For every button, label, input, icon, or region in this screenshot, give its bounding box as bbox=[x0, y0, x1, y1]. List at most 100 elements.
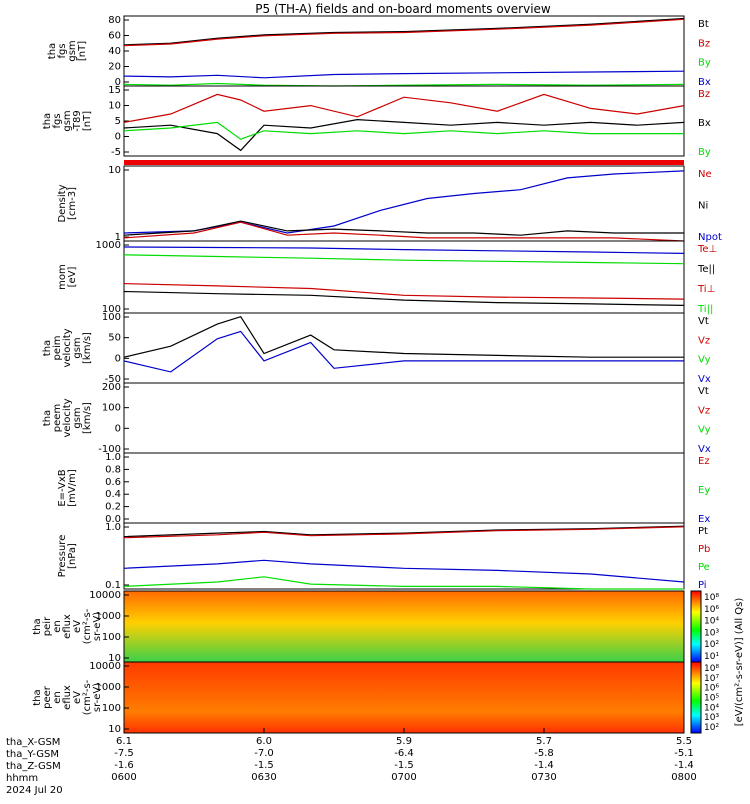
ylabel-part: -T89 bbox=[72, 110, 83, 132]
colorbar-tick: 10⁶ bbox=[704, 605, 719, 615]
legend-Pb: Pb bbox=[698, 544, 710, 555]
series-By bbox=[123, 70, 685, 79]
zgsm-value: -1.5 bbox=[254, 760, 274, 771]
colorbar-tick: 10⁸ bbox=[704, 593, 719, 603]
xgsm-value: 6.1 bbox=[116, 736, 132, 747]
footer-row-z-label: tha_Z-GSM bbox=[6, 761, 61, 772]
colorbar-1 bbox=[690, 661, 702, 734]
ylabel-part: tha bbox=[42, 113, 53, 129]
legend-Vz: Vz bbox=[698, 405, 710, 416]
series-Ti|| bbox=[123, 254, 685, 265]
series-Bx bbox=[123, 118, 685, 152]
xgsm-value: 5.7 bbox=[536, 736, 552, 747]
time-value: 0730 bbox=[531, 772, 556, 783]
legend-Bt: Bt bbox=[698, 19, 709, 30]
ytick-label: 10 bbox=[108, 101, 121, 112]
colorbar-tick: 10⁶ bbox=[704, 684, 719, 694]
ylabel-part: [nT] bbox=[82, 111, 93, 131]
ylabel-part: sr-eV) bbox=[92, 612, 103, 641]
ytick-label: 200 bbox=[102, 382, 121, 393]
legend-Bz: Bz bbox=[698, 38, 710, 49]
xgsm-value: 5.9 bbox=[396, 736, 412, 747]
ylabel-part: (cm²-s- bbox=[82, 608, 93, 644]
ytick-label: 1000 bbox=[96, 611, 121, 622]
legend-Vy: Vy bbox=[698, 355, 711, 366]
ytick-label: 0.4 bbox=[105, 489, 121, 500]
ygsm-value: -7.5 bbox=[114, 748, 134, 759]
ytick-label: 0 bbox=[115, 132, 121, 143]
legend-Vz: Vz bbox=[698, 335, 710, 346]
panel-frame-4 bbox=[123, 312, 685, 384]
ylabel-part: gsm bbox=[72, 407, 83, 428]
ylabel-part: tha bbox=[32, 689, 43, 705]
ytick-label: 0 bbox=[115, 77, 121, 88]
ylabel-part: peem bbox=[52, 404, 63, 432]
legend-Ey: Ey bbox=[698, 485, 710, 496]
legend-By: By bbox=[698, 58, 711, 69]
panel-frame-1 bbox=[123, 85, 685, 157]
ytick-label: 100 bbox=[102, 312, 121, 323]
ytick-label: 0.0 bbox=[105, 514, 121, 525]
colorbar-label: [eV/(cm²-s-sr-eV)] (All Qs) bbox=[734, 598, 745, 727]
ephemeris-labels: tha_X-GSM tha_Y-GSM tha_Z-GSM hhmm 2024 … bbox=[6, 737, 126, 797]
ylabel-part: eV bbox=[72, 620, 83, 633]
footer-row-x-label: tha_X-GSM bbox=[6, 737, 61, 748]
ytick-label: 0.8 bbox=[105, 464, 121, 475]
series-By bbox=[123, 121, 684, 140]
ytick-label: -100 bbox=[98, 444, 121, 455]
ylabel-part: eV bbox=[72, 691, 83, 704]
legend-Pe: Pe bbox=[698, 562, 710, 573]
ytick-label: 1000 bbox=[96, 240, 121, 251]
ytick-label: 0.2 bbox=[105, 502, 121, 513]
ygsm-value: -6.4 bbox=[394, 748, 414, 759]
legend-Pt: Pt bbox=[698, 526, 708, 537]
colorbar-tick: 10² bbox=[704, 640, 719, 650]
series-Pt bbox=[123, 525, 685, 538]
ylabel-part: velocity bbox=[62, 328, 73, 367]
ylabel-part: eflux bbox=[62, 685, 73, 710]
ylabel-part: [km/s] bbox=[82, 332, 93, 364]
series-Pb bbox=[123, 526, 685, 539]
legend-Ez: Ez bbox=[698, 456, 710, 467]
legend-By: By bbox=[698, 147, 711, 158]
legend-Pi: Pi bbox=[698, 580, 707, 591]
xgsm-value: 6.0 bbox=[256, 736, 272, 747]
ylabel-part: peir bbox=[42, 616, 53, 636]
series-Pe bbox=[123, 576, 684, 590]
colorbar-tick: 10⁵ bbox=[704, 694, 719, 704]
ytick-label: 50 bbox=[108, 333, 121, 344]
ytick-label: 10 bbox=[108, 165, 121, 176]
ylabel-part: en bbox=[52, 620, 63, 633]
series-Te|| bbox=[123, 290, 685, 306]
ytick-label: 0 bbox=[115, 423, 121, 434]
ytick-label: 0.1 bbox=[105, 580, 121, 591]
ytick-label: 5 bbox=[115, 116, 121, 127]
series-Ti⊥ bbox=[123, 283, 685, 300]
ylabel-part: tha bbox=[32, 618, 43, 634]
panel-frame-7 bbox=[123, 522, 685, 590]
time-value: 0630 bbox=[251, 772, 276, 783]
legend-Ti⊥: Ti⊥ bbox=[697, 284, 715, 295]
ylabel-part: tha bbox=[47, 43, 58, 59]
footer-row-y-label: tha_Y-GSM bbox=[6, 749, 60, 760]
ytick-label: 10000 bbox=[89, 590, 121, 601]
ylabel-part: [nT] bbox=[77, 41, 88, 61]
ylabel-part: fgs bbox=[52, 113, 63, 128]
colorbar-tick: 10⁸ bbox=[704, 664, 719, 674]
colorbar-tick: 10³ bbox=[704, 713, 719, 723]
legend-Vt: Vt bbox=[698, 316, 709, 327]
zgsm-value: -1.5 bbox=[394, 760, 414, 771]
ylabel-part: tha bbox=[42, 410, 53, 426]
ylabel-part: [nPa] bbox=[67, 543, 78, 569]
ylabel-part: peer bbox=[42, 685, 53, 709]
ytick-label: -50 bbox=[105, 374, 121, 385]
ylabel-part: [eV] bbox=[67, 267, 78, 288]
ylabel-part: en bbox=[52, 691, 63, 704]
ygsm-value: -5.1 bbox=[674, 748, 694, 759]
zgsm-value: -1.4 bbox=[674, 760, 694, 771]
ytick-label: 60 bbox=[108, 31, 121, 42]
ylabel-part: [mV/m] bbox=[67, 469, 78, 507]
legend-Vy: Vy bbox=[698, 425, 711, 436]
